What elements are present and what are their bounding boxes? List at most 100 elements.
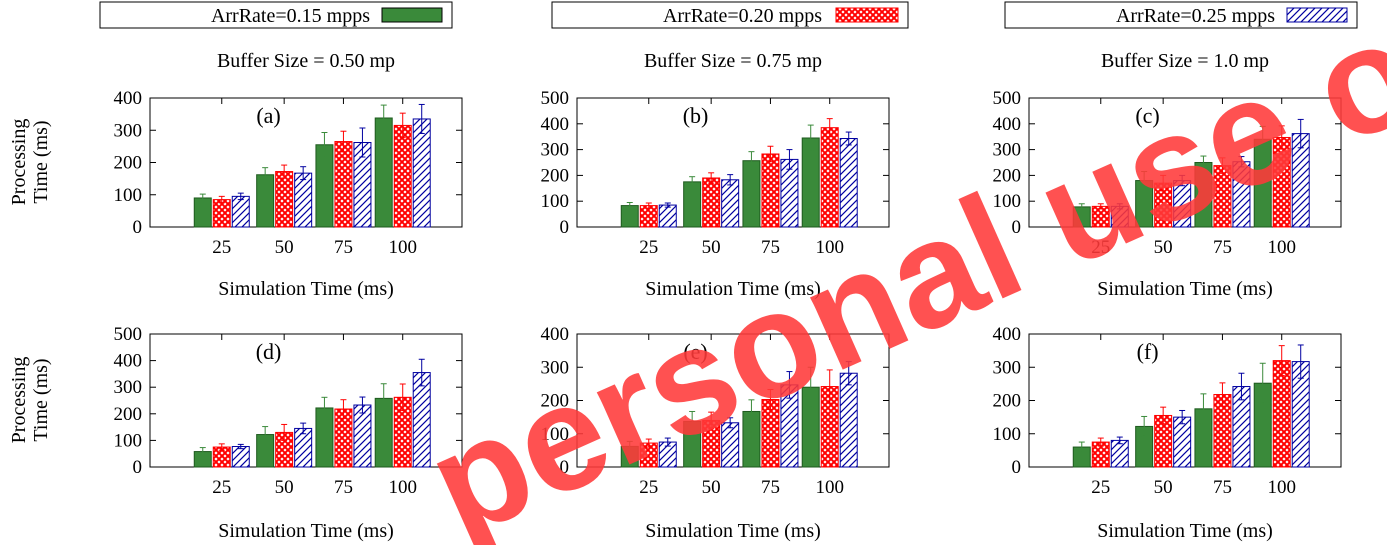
ylabel-row-2: Processing Time (ms) — [8, 357, 52, 444]
x-tick-label: 100 — [1267, 237, 1296, 258]
y-tick-label: 300 — [541, 357, 570, 378]
bar — [294, 172, 313, 228]
x-tick-label: 100 — [815, 237, 844, 258]
x-tick-label: 25 — [639, 237, 658, 258]
legend-label: ArrRate=0.20 mpps — [663, 5, 822, 27]
y-tick-label: 0 — [560, 217, 570, 238]
bar — [820, 127, 839, 228]
panel-label: (b) — [683, 103, 709, 128]
x-tick-label: 50 — [702, 477, 721, 498]
x-tick-label: 75 — [1213, 477, 1232, 498]
panel-label: (a) — [256, 103, 280, 128]
bar — [334, 141, 353, 228]
xlabel: Simulation Time (ms) — [645, 520, 821, 542]
x-tick-label: 25 — [1091, 477, 1110, 498]
panel-label: (f) — [1137, 339, 1159, 364]
xlabel: Simulation Time (ms) — [645, 278, 821, 300]
y-tick-label: 300 — [993, 140, 1022, 161]
bar — [1272, 360, 1291, 468]
x-tick-label: 100 — [1267, 477, 1296, 498]
y-tick-label: 400 — [541, 114, 570, 135]
bar — [1110, 439, 1129, 468]
panel-d: 0 100 200 300 400 500 25 50 75 100 (d) — [114, 324, 463, 498]
y-tick-label: 400 — [114, 351, 143, 372]
legend-label: ArrRate=0.25 mpps — [1116, 5, 1275, 27]
bar — [658, 204, 677, 228]
bar — [256, 174, 275, 228]
bar — [231, 446, 250, 468]
xlabel: Simulation Time (ms) — [1097, 520, 1273, 542]
legend-label: ArrRate=0.15 mpps — [211, 5, 370, 27]
panel-f: 0 100 200 300 400 25 50 75 100 (f) — [993, 324, 1342, 498]
bar — [702, 177, 721, 228]
bar — [683, 181, 702, 228]
y-tick-label: 200 — [114, 404, 143, 425]
y-tick-label: 0 — [1012, 217, 1022, 238]
bar — [212, 199, 231, 228]
x-tick-label: 50 — [275, 237, 294, 258]
legend-swatch-diagonal — [1286, 7, 1348, 23]
y-tick-label: 100 — [114, 430, 143, 451]
y-tick-label: 500 — [541, 88, 570, 109]
bar — [839, 138, 858, 228]
y-tick-label: 100 — [114, 185, 143, 206]
legend-swatch-crosshatch — [835, 7, 899, 23]
bar — [639, 205, 658, 228]
x-tick-label: 50 — [275, 477, 294, 498]
y-tick-label: 0 — [1012, 457, 1022, 478]
legend-1: ArrRate=0.20 mpps — [551, 1, 909, 29]
panel-c: 0 100 200 300 400 500 25 50 75 100 (c) — [993, 88, 1342, 258]
x-tick-label: 75 — [334, 237, 353, 258]
y-tick-label: 500 — [114, 324, 143, 345]
panel-label: (c) — [1135, 103, 1159, 128]
y-tick-label: 200 — [541, 391, 570, 412]
panel-label: (e) — [683, 339, 707, 364]
x-tick-label: 75 — [761, 237, 780, 258]
bar — [761, 153, 780, 228]
xlabel: Simulation Time (ms) — [218, 278, 394, 300]
panel-b: 0 100 200 300 400 500 25 50 75 100 (b) — [541, 88, 890, 258]
bar — [374, 117, 393, 228]
column-title: Buffer Size = 0.50 mp — [217, 50, 395, 72]
bar — [1173, 416, 1192, 468]
x-tick-label: 75 — [1213, 237, 1232, 258]
ylabel-row-1: Processing Time (ms) — [8, 119, 52, 206]
y-tick-label: 300 — [541, 140, 570, 161]
bar — [393, 124, 412, 228]
bar — [231, 195, 250, 228]
bar — [275, 171, 294, 228]
x-tick-label: 75 — [334, 477, 353, 498]
ylabel-line: Time (ms) — [30, 358, 52, 441]
ylabel-line: Processing — [8, 357, 30, 444]
y-tick-label: 0 — [133, 217, 143, 238]
column-title: Buffer Size = 1.0 mp — [1101, 50, 1269, 72]
legend-swatch-solid — [381, 7, 443, 23]
x-tick-label: 50 — [1154, 237, 1173, 258]
x-tick-label: 50 — [702, 237, 721, 258]
x-tick-label: 25 — [1091, 237, 1110, 258]
bar — [742, 160, 761, 228]
y-tick-label: 400 — [993, 114, 1022, 135]
column-title: Buffer Size = 0.75 mp — [644, 50, 822, 72]
y-tick-label: 200 — [541, 165, 570, 186]
legend-2: ArrRate=0.25 mpps — [1004, 1, 1358, 29]
y-tick-label: 100 — [541, 424, 570, 445]
x-tick-label: 100 — [388, 477, 417, 498]
x-tick-label: 100 — [388, 237, 417, 258]
x-tick-label: 100 — [815, 477, 844, 498]
y-tick-label: 100 — [993, 424, 1022, 445]
bar — [353, 404, 372, 468]
y-tick-label: 400 — [993, 324, 1022, 345]
y-tick-label: 400 — [114, 88, 143, 109]
ylabel-line: Time (ms) — [30, 120, 52, 203]
y-tick-label: 100 — [993, 191, 1022, 212]
x-tick-label: 75 — [761, 477, 780, 498]
bar — [412, 118, 431, 228]
xlabel: Simulation Time (ms) — [218, 520, 394, 542]
xlabel: Simulation Time (ms) — [1097, 278, 1273, 300]
x-tick-label: 25 — [639, 477, 658, 498]
x-tick-label: 25 — [212, 477, 231, 498]
y-tick-label: 300 — [114, 377, 143, 398]
x-tick-label: 50 — [1154, 477, 1173, 498]
